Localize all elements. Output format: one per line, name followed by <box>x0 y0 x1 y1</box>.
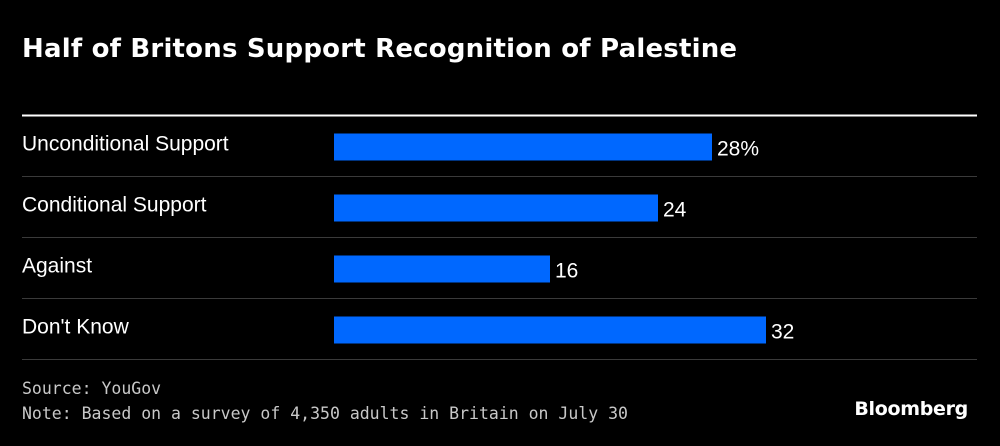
category-label: Don't Know <box>22 316 130 339</box>
bloomberg-logo: Bloomberg <box>854 398 968 420</box>
chart-title: Half of Britons Support Recognition of P… <box>22 34 738 64</box>
bar <box>334 133 712 161</box>
value-label: 32 <box>771 321 794 344</box>
bar <box>334 316 766 344</box>
category-label: Unconditional Support <box>22 133 229 156</box>
value-label: 24 <box>663 199 687 222</box>
category-label: Against <box>22 255 92 278</box>
category-label: Conditional Support <box>22 194 207 217</box>
survey-note: Note: Based on a survey of 4,350 adults … <box>22 404 628 423</box>
bar <box>334 194 658 222</box>
source-note: Source: YouGov <box>22 379 162 398</box>
value-label: 16 <box>555 260 578 283</box>
bar <box>334 255 550 283</box>
bar-chart: Unconditional Support 28% Conditional Supp… <box>22 114 977 360</box>
value-label: 28% <box>717 138 759 161</box>
footer: Source: YouGov Note: Based on a survey o… <box>22 376 628 426</box>
